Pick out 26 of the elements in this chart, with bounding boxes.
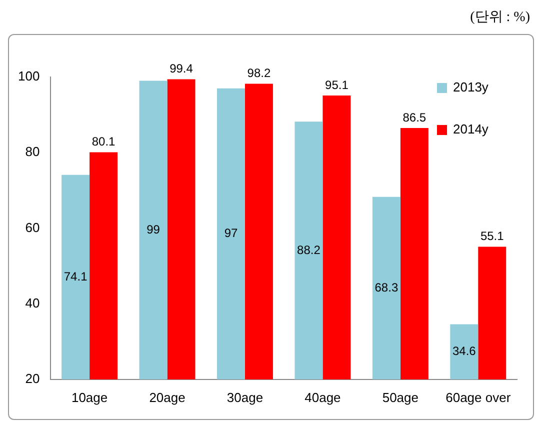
x-tick-label: 60age over — [446, 390, 512, 405]
data-label: 97 — [224, 226, 238, 240]
data-label: 86.5 — [402, 110, 426, 124]
y-tick-label: 40 — [25, 295, 40, 310]
x-tick-label: 50age — [382, 390, 418, 405]
y-tick-label: 20 — [25, 370, 40, 386]
data-label: 80.1 — [92, 134, 116, 149]
data-label: 99.4 — [170, 62, 194, 76]
data-label: 74.1 — [64, 269, 88, 284]
data-label: 99 — [146, 222, 160, 236]
data-label: 98.2 — [247, 66, 271, 80]
y-tick-label: 100 — [18, 68, 40, 84]
legend-label: 2013y — [453, 80, 489, 95]
legend-label: 2014y — [453, 122, 489, 137]
data-label: 88.2 — [297, 242, 321, 257]
x-tick-label: 40age — [304, 390, 341, 405]
x-tick-label: 30age — [226, 390, 264, 405]
x-tick-label: 10age — [71, 390, 108, 405]
x-tick-label: 20age — [149, 390, 186, 405]
data-label: 55.1 — [480, 229, 504, 244]
y-tick-label: 80 — [25, 144, 40, 160]
text: (단위 : %) — [470, 10, 530, 25]
data-label: 68.3 — [374, 280, 398, 294]
data-label: 95.1 — [325, 78, 349, 92]
y-tick-label: 60 — [25, 220, 40, 235]
data-label: 34.6 — [452, 344, 476, 358]
